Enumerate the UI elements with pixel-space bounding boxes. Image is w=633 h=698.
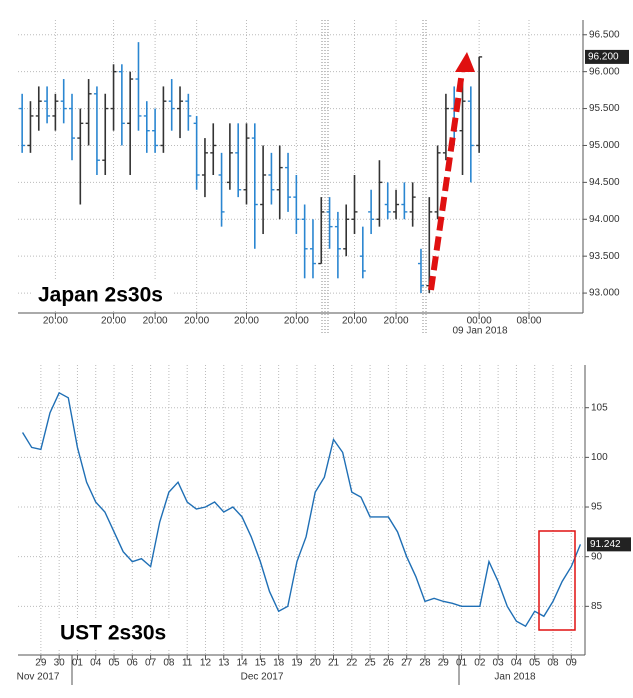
highlight-box (538, 530, 576, 631)
chart-title: Japan 2s30s (38, 284, 163, 307)
x-tick-label: 20:00 (101, 316, 126, 327)
y-tick-label: 90 (591, 551, 603, 562)
title-box (32, 281, 172, 311)
x-tick-label: 03 (493, 658, 505, 669)
y-tick-label: 96.500 (589, 29, 620, 40)
x-tick-label: 08:00 (516, 316, 541, 327)
series-line (21, 391, 582, 628)
x-tick-label: 20:00 (234, 316, 259, 327)
x-tick-label: 20:00 (143, 316, 168, 327)
trend-arrow (428, 71, 465, 291)
x-tick-label: 13 (218, 658, 230, 669)
x-tick-label: 29 (35, 658, 47, 669)
x-tick-label: 12 (200, 658, 212, 669)
x-tick-label: 00:00 (467, 316, 492, 327)
y-tick-label: 94.000 (589, 214, 620, 225)
last-value-label: 91.242 (590, 539, 621, 550)
month-label: Jan 2018 (494, 672, 536, 683)
y-tick-label: 100 (591, 452, 608, 463)
last-value-label: 96.200 (588, 52, 619, 63)
arrow-head (455, 52, 475, 72)
x-tick-label: 22 (346, 658, 358, 669)
x-tick-label: 28 (419, 658, 431, 669)
x-tick-label: 11 (182, 658, 193, 669)
y-tick-label: 95.500 (589, 103, 620, 114)
x-tick-label: 20:00 (384, 316, 409, 327)
x-tick-label: 09 (566, 658, 578, 669)
x-tick-label: 20:00 (342, 316, 367, 327)
x-tick-label: 05 (108, 658, 120, 669)
y-tick-label: 95 (591, 502, 603, 513)
x-tick-label: 20:00 (284, 316, 309, 327)
x-tick-label: 14 (236, 658, 248, 669)
month-label: Dec 2017 (241, 672, 284, 683)
x-tick-label: 18 (273, 658, 285, 669)
chart-title: UST 2s30s (60, 622, 166, 645)
date-label: 09 Jan 2018 (452, 326, 507, 337)
y-tick-label: 94.500 (589, 177, 620, 188)
x-tick-label: 06 (127, 658, 139, 669)
x-tick-label: 01 (456, 658, 468, 669)
title-box (54, 618, 186, 650)
y-tick-label: 93.000 (589, 288, 620, 299)
x-tick-label: 01 (72, 658, 84, 669)
month-label: Nov 2017 (17, 672, 60, 683)
x-tick-label: 27 (401, 658, 413, 669)
y-tick-label: 96.000 (589, 66, 620, 77)
x-tick-label: 19 (291, 658, 303, 669)
x-tick-label: 20 (310, 658, 322, 669)
y-tick-label: 93.500 (589, 251, 620, 262)
last-value-box (587, 537, 631, 552)
x-tick-label: 26 (383, 658, 395, 669)
x-tick-label: 08 (547, 658, 559, 669)
x-tick-label: 04 (90, 658, 102, 669)
x-tick-label: 20:00 (184, 316, 209, 327)
x-tick-label: 15 (255, 658, 267, 669)
x-tick-label: 30 (54, 658, 66, 669)
x-tick-label: 20:00 (43, 316, 68, 327)
x-tick-label: 02 (474, 658, 486, 669)
x-tick-label: 07 (145, 658, 157, 669)
y-tick-label: 105 (591, 402, 608, 413)
x-tick-label: 05 (529, 658, 541, 669)
last-value-box (585, 49, 629, 64)
y-tick-label: 95.000 (589, 140, 620, 151)
y-tick-label: 85 (591, 601, 603, 612)
x-tick-label: 21 (328, 658, 340, 669)
x-tick-label: 29 (438, 658, 450, 669)
x-tick-label: 08 (163, 658, 175, 669)
x-tick-label: 04 (511, 658, 523, 669)
x-tick-label: 25 (365, 658, 377, 669)
